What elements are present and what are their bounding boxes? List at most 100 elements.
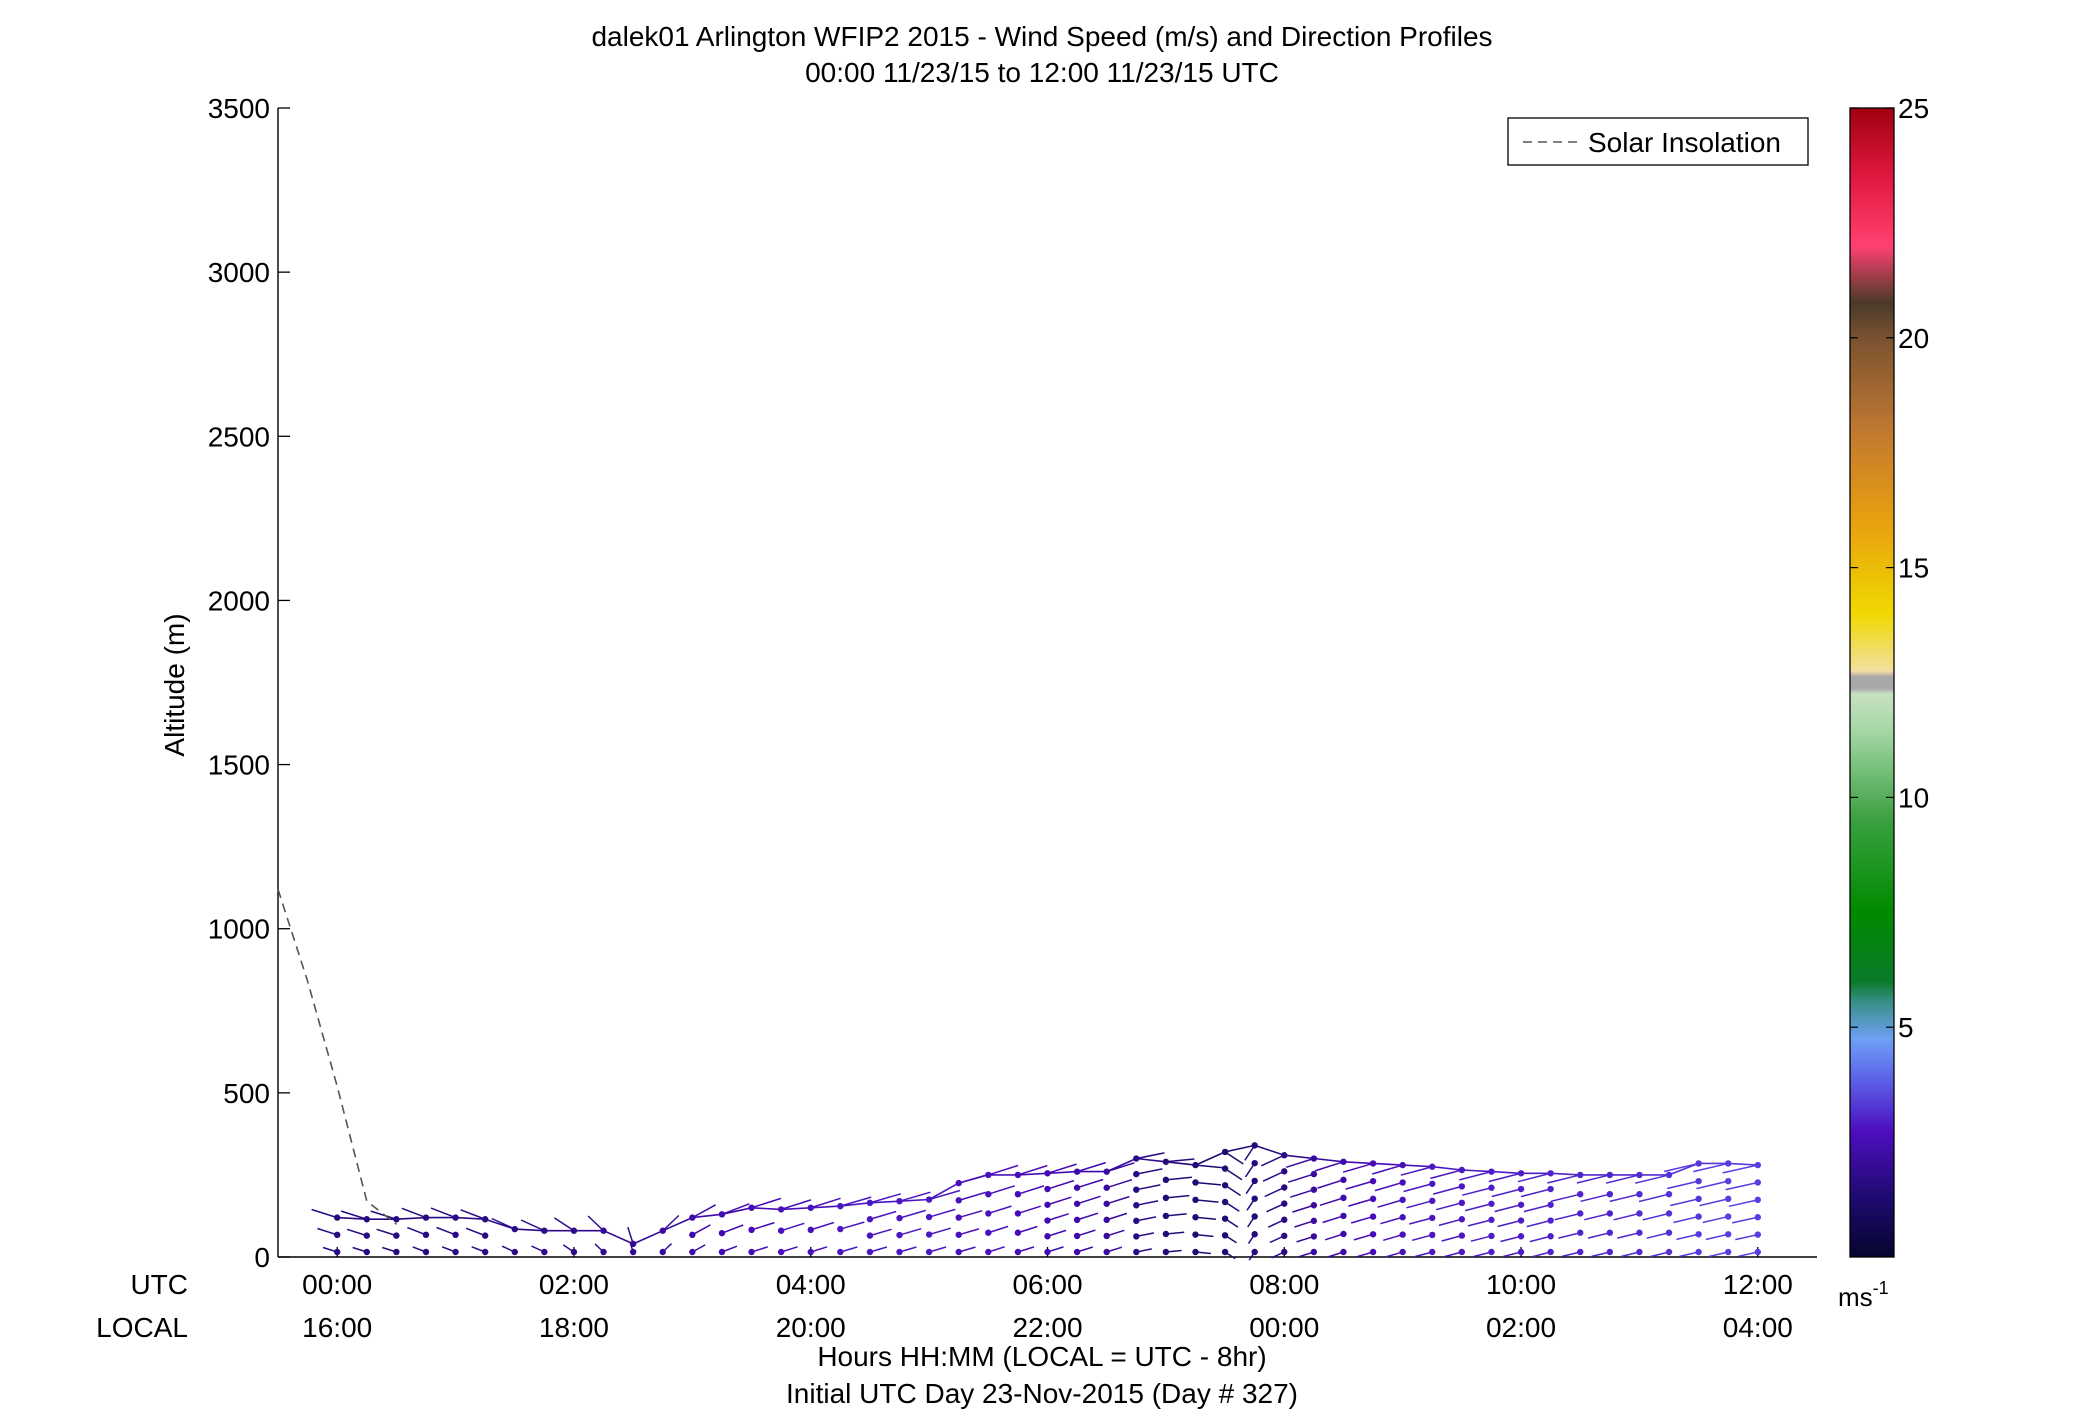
wind-barb-dot (1162, 1176, 1170, 1184)
wind-barb-dot (481, 1232, 489, 1239)
wind-barb (1106, 1195, 1130, 1205)
wind-barb (1290, 1188, 1315, 1198)
wind-barb-dot (1310, 1248, 1318, 1256)
wind-barb (958, 1209, 983, 1219)
colorbar-tick-label: 20 (1898, 323, 1929, 354)
wind-barb (928, 1189, 961, 1201)
colorbar-unit-text: ms (1838, 1282, 1873, 1312)
wind-barb-dot (1488, 1184, 1495, 1191)
wind-barb-dot (659, 1227, 666, 1234)
wind-barb (1322, 1215, 1344, 1224)
wind-barb-dot (1103, 1232, 1110, 1240)
wind-barb-dot (1192, 1214, 1199, 1221)
wind-barb-dot (1251, 1177, 1258, 1185)
x-tick-label-local: 20:00 (776, 1312, 846, 1343)
wind-barb (1435, 1202, 1463, 1211)
wind-barb-dot (1281, 1216, 1288, 1223)
wind-barb-dot (1044, 1248, 1051, 1256)
wind-barb-dot (1221, 1232, 1229, 1239)
profile-top-line (1728, 1162, 1758, 1166)
wind-barb (1165, 1194, 1190, 1199)
wind-barb (1287, 1173, 1315, 1183)
wind-barb-dot (985, 1171, 992, 1179)
wind-barb (1106, 1178, 1133, 1189)
wind-barb-dot (1162, 1248, 1170, 1256)
wind-barb-dot (1636, 1248, 1643, 1256)
wind-barb (899, 1227, 922, 1236)
profile-top-line (899, 1198, 930, 1202)
wind-barb (780, 1199, 812, 1211)
wind-barb-dot (1547, 1185, 1554, 1193)
wind-barb-dot (1251, 1213, 1258, 1220)
wind-barb-dot (1044, 1185, 1051, 1193)
wind-barb-dot (1103, 1168, 1110, 1175)
wind-barb (1353, 1233, 1374, 1241)
wind-barb-dot (1073, 1248, 1081, 1256)
wind-barb-dot (1517, 1170, 1525, 1177)
x-tick-label-utc: 12:00 (1723, 1269, 1793, 1300)
wind-barb-dot (1606, 1210, 1614, 1217)
wind-barb-dot (1636, 1171, 1643, 1179)
wind-barb-dot (955, 1231, 962, 1238)
wind-barb-dot (422, 1231, 430, 1239)
profile-top-line (869, 1200, 900, 1204)
wind-barb (1699, 1198, 1729, 1207)
wind-barb (988, 1225, 1009, 1234)
wind-barb-dot (1458, 1199, 1466, 1207)
wind-barb-dot (1695, 1213, 1702, 1220)
wind-barb (1467, 1219, 1492, 1227)
wind-barb (988, 1164, 1019, 1176)
wind-barb-dot (1399, 1248, 1406, 1256)
wind-barb-dot (452, 1248, 459, 1256)
wind-barb (1529, 1235, 1551, 1243)
wind-barb (1136, 1184, 1161, 1191)
y-tick-label: 2500 (208, 421, 270, 452)
profile-top-line (1224, 1144, 1255, 1153)
wind-barb (662, 1214, 680, 1232)
wind-barb-dot (1103, 1184, 1110, 1191)
wind-barb-dot (1073, 1200, 1081, 1207)
wind-barb (928, 1227, 951, 1236)
solar-insolation-line (277, 889, 397, 1225)
wind-barb-dot (1488, 1216, 1495, 1224)
wind-barb-dot (1606, 1190, 1614, 1198)
wind-barb (1047, 1163, 1077, 1175)
wind-barb-dot (1192, 1231, 1199, 1238)
wind-barb (1136, 1200, 1159, 1206)
wind-barb (587, 1215, 605, 1232)
wind-barb-dot (1369, 1195, 1377, 1203)
wind-barb-dot (1369, 1160, 1377, 1167)
wind-barb (1676, 1233, 1699, 1241)
wind-barb (1076, 1161, 1106, 1173)
wind-barb (553, 1217, 575, 1232)
profile-top-line (337, 1216, 367, 1220)
wind-barb (1430, 1169, 1463, 1180)
wind-barb-dot (1192, 1161, 1199, 1169)
wind-barb-dot (1103, 1216, 1110, 1224)
wind-barb-dot (481, 1248, 489, 1256)
wind-barb (1314, 1161, 1344, 1172)
wind-barb (1017, 1225, 1038, 1234)
wind-barb-dot (1133, 1186, 1140, 1193)
wind-barb-dot (1251, 1231, 1258, 1238)
wind-barb-dot (1044, 1217, 1051, 1224)
wind-barb-dot (511, 1248, 518, 1256)
wind-barb-dot (1044, 1170, 1051, 1177)
wind-barb (1285, 1157, 1315, 1169)
wind-barb (1554, 1212, 1581, 1221)
wind-barb-dot (1458, 1232, 1466, 1239)
wind-barb (436, 1226, 456, 1236)
wind-barb (691, 1224, 711, 1236)
wind-barb-dot (896, 1197, 903, 1205)
wind-barb-dot (896, 1248, 903, 1256)
wind-barb-dot (1340, 1248, 1347, 1256)
wind-barb-dot (1547, 1233, 1554, 1240)
wind-barb (1350, 1215, 1374, 1224)
x-axis: 00:00 16:00 02:00 18:00 04:00 20:00 06:00 22:00… (302, 1247, 1793, 1343)
wind-barb (1576, 1174, 1611, 1184)
wind-barb-dot (1192, 1196, 1199, 1204)
wind-barb-dot (1310, 1202, 1318, 1209)
wind-barb-dot (1754, 1214, 1762, 1221)
wind-barb-dot (1221, 1198, 1229, 1206)
